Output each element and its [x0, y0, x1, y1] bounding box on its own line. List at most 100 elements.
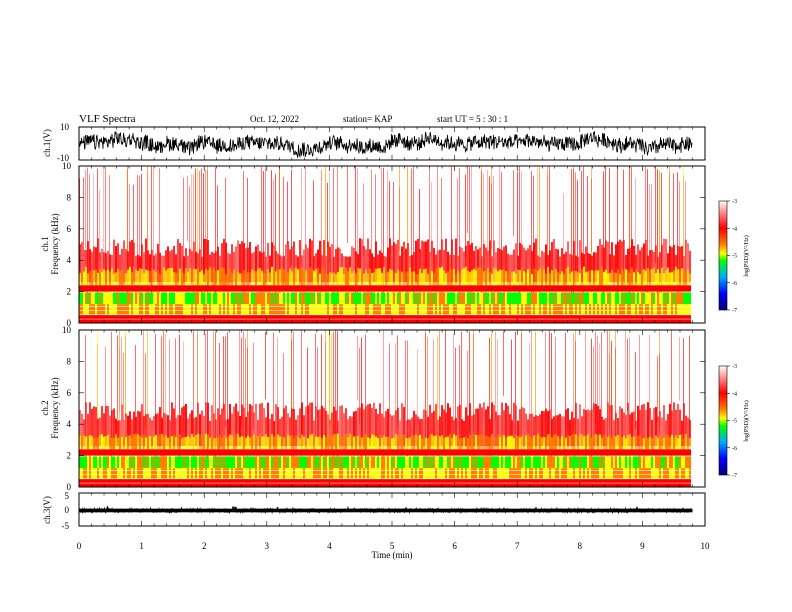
- spectrogram-cell: [571, 456, 573, 469]
- spectrogram-cell: [651, 304, 653, 316]
- spectrogram-cell: [599, 409, 601, 447]
- spectrogram-cell: [111, 268, 113, 286]
- ch2-spec-ytick-label: 8: [67, 356, 72, 366]
- spectrogram-cell: [655, 449, 657, 456]
- spectrogram-cell: [667, 456, 669, 469]
- spectrogram-cell: [427, 304, 429, 316]
- spectrogram-streak: [217, 185, 218, 271]
- spectrogram-cell: [441, 239, 443, 283]
- spectrogram-cell: [81, 269, 83, 286]
- spectrogram-cell: [181, 285, 183, 292]
- spectrogram-cell: [647, 304, 649, 316]
- spectrogram-cell: [109, 468, 111, 480]
- spectrogram-cell: [545, 304, 547, 316]
- ch1-spectrogram-image: [79, 166, 693, 323]
- spectrogram-cell: [355, 468, 357, 480]
- spectrogram-streak: [597, 335, 598, 447]
- spectrogram-cell: [573, 304, 575, 316]
- spectrogram-cell: [167, 437, 169, 450]
- spectrogram-cell: [97, 456, 99, 469]
- spectrogram-streak: [215, 330, 216, 487]
- spectrogram-cell: [165, 468, 167, 480]
- spectrogram-cell: [543, 292, 545, 305]
- spectrogram-cell: [199, 449, 201, 456]
- spectrogram-cell: [85, 249, 87, 283]
- spectrogram-cell: [329, 468, 331, 480]
- spectrogram-cell: [235, 468, 237, 480]
- spectrogram-cell: [399, 285, 401, 292]
- spectrogram-cell: [263, 292, 265, 305]
- spectrogram-cell: [243, 437, 245, 450]
- spectrogram-cell: [681, 449, 683, 456]
- spectrogram-cell: [509, 414, 511, 447]
- colorbar-tick-label: -3: [732, 199, 737, 205]
- spectrogram-cell: [375, 449, 377, 456]
- spectrogram-cell: [319, 240, 321, 283]
- spectrogram-cell: [481, 407, 483, 447]
- spectrogram-cell: [463, 251, 465, 283]
- spectrogram-cell: [205, 433, 207, 450]
- spectrogram-cell: [517, 255, 519, 283]
- spectrogram-streak: [539, 166, 540, 323]
- spectrogram-cell: [667, 292, 669, 305]
- spectrogram-cell: [325, 436, 327, 450]
- spectrogram-streak: [133, 184, 134, 267]
- spectrogram-cell: [567, 241, 569, 283]
- spectrogram-cell: [299, 292, 301, 305]
- spectrogram-cell: [165, 456, 167, 469]
- spectrogram-cell: [93, 246, 95, 283]
- spectrogram-cell: [281, 468, 283, 480]
- spectrogram-cell: [485, 435, 487, 450]
- spectrogram-cell: [535, 304, 537, 316]
- spectrogram-cell: [471, 437, 473, 450]
- spectrogram-cell: [313, 449, 315, 456]
- spectrogram-cell: [253, 412, 255, 447]
- spectrogram-cell: [109, 456, 111, 469]
- spectrogram-cell: [347, 292, 349, 305]
- spectrogram-cell: [277, 456, 279, 469]
- spectrogram-cell: [231, 435, 233, 450]
- spectrogram-cell: [157, 413, 159, 447]
- spectrogram-cell: [625, 468, 627, 480]
- spectrogram-streak: [129, 184, 130, 250]
- spectrogram-cell: [523, 247, 525, 283]
- spectrogram-streak: [439, 331, 440, 482]
- spectrogram-streak: [471, 166, 472, 307]
- spectrogram-cell: [315, 406, 317, 447]
- spectrogram-cell: [587, 449, 589, 456]
- spectrogram-cell: [439, 292, 441, 305]
- spectrogram-cell: [135, 269, 137, 286]
- spectrogram-cell: [435, 404, 437, 447]
- spectrogram-cell: [417, 304, 419, 316]
- spectrogram-cell: [275, 285, 277, 292]
- spectrogram-cell: [401, 433, 403, 450]
- spectrogram-cell: [353, 436, 355, 450]
- spectrogram-streak: [357, 336, 358, 400]
- spectrogram-cell: [279, 419, 281, 447]
- spectrogram-cell: [669, 403, 671, 447]
- ch2-spec-ytick-label: 10: [62, 325, 72, 335]
- spectrogram-cell: [617, 468, 619, 480]
- spectrogram-cell: [93, 292, 95, 305]
- spectrogram-cell: [405, 271, 407, 286]
- spectrogram-cell: [689, 250, 691, 283]
- spectrogram-streak: [469, 167, 470, 307]
- spectrogram-cell: [307, 468, 309, 480]
- spectrogram-streak: [225, 336, 226, 426]
- spectrogram-cell: [567, 304, 569, 316]
- spectrogram-cell: [507, 285, 509, 292]
- spectrogram-cell: [377, 285, 379, 292]
- spectrogram-streak: [363, 183, 364, 257]
- spectrogram-cell: [669, 292, 671, 305]
- spectrogram-cell: [167, 468, 169, 480]
- spectrogram-cell: [105, 456, 107, 469]
- spectrogram-cell: [605, 437, 607, 450]
- spectrogram-cell: [515, 434, 517, 450]
- spectrogram-cell: [245, 437, 247, 450]
- spectrogram-cell: [353, 456, 355, 469]
- spectrogram-cell: [471, 456, 473, 469]
- spectrogram-cell: [209, 304, 211, 316]
- spectrogram-cell: [509, 304, 511, 316]
- spectrogram-cell: [429, 468, 431, 480]
- spectrogram-cell: [85, 292, 87, 305]
